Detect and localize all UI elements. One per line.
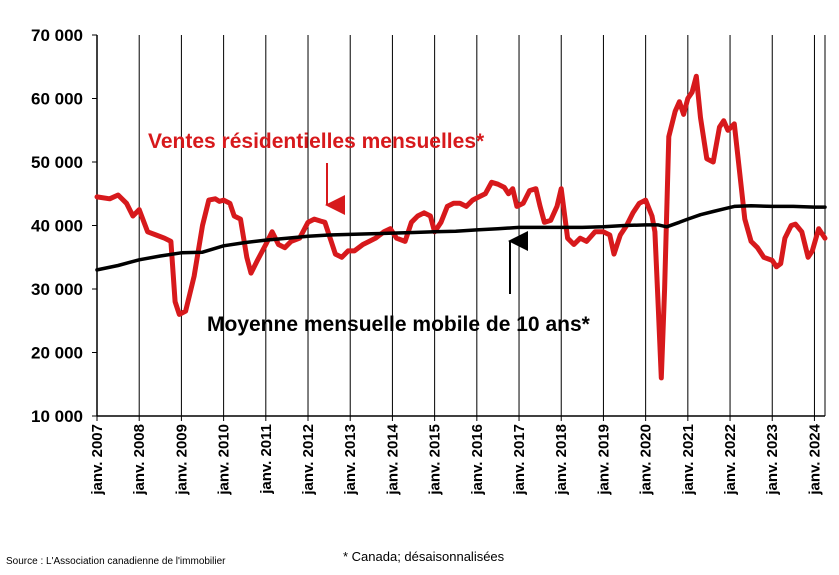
x-tick-label: janv. 2008 bbox=[131, 424, 148, 496]
x-tick-label: janv. 2019 bbox=[595, 424, 612, 496]
footnote: * Canada; désaisonnalisées bbox=[343, 549, 505, 564]
y-tick-label: 40 000 bbox=[31, 217, 83, 236]
x-tick-label: janv. 2011 bbox=[258, 424, 275, 495]
annotations: Ventes résidentielles mensuelles* Moyenn… bbox=[148, 130, 591, 336]
x-tick-label: janv. 2017 bbox=[511, 424, 528, 496]
x-tick-label: janv. 2018 bbox=[553, 424, 570, 496]
x-tick-label: janv. 2007 bbox=[89, 424, 106, 496]
series-line-moving-average bbox=[95, 204, 827, 272]
series-line-monthly-sales bbox=[94, 73, 828, 381]
x-tick-labels: janv. 2007 janv. 2008 janv. 2009 janv. 2010… bbox=[89, 423, 823, 495]
y-tick-label: 60 000 bbox=[31, 90, 83, 109]
x-tick-label: janv. 2016 bbox=[469, 424, 486, 496]
x-tick-label: janv. 2015 bbox=[427, 424, 444, 496]
gridlines bbox=[96, 35, 826, 416]
x-tick-label: janv. 2010 bbox=[216, 424, 233, 496]
annotation-monthly-sales: Ventes résidentielles mensuelles* bbox=[148, 130, 485, 153]
x-tick-label: janv. 2022 bbox=[722, 424, 739, 496]
x-tick-label: janv. 2023 bbox=[764, 424, 781, 496]
source-note: Source : L'Association canadienne de l'i… bbox=[6, 556, 226, 567]
x-tick-label: janv. 2020 bbox=[638, 424, 655, 496]
y-tick-label: 70 000 bbox=[31, 26, 83, 45]
series-group bbox=[94, 73, 828, 381]
x-tick-label: janv. 2013 bbox=[342, 424, 359, 496]
annotation-moving-average: Moyenne mensuelle mobile de 10 ans* bbox=[207, 313, 591, 336]
x-tick-label: janv. 2009 bbox=[173, 424, 190, 496]
y-tick-label: 10 000 bbox=[31, 407, 83, 426]
x-tick-label: janv. 2014 bbox=[384, 423, 401, 495]
y-tick-label: 50 000 bbox=[31, 153, 83, 172]
y-tick-label: 30 000 bbox=[31, 280, 83, 299]
y-tick-labels: 70 000 60 000 50 000 40 000 30 000 20 000 10 0… bbox=[31, 26, 83, 426]
x-tick-label: janv. 2012 bbox=[300, 424, 317, 496]
x-tick-label: janv. 2024 bbox=[806, 423, 823, 495]
axes bbox=[92, 34, 825, 421]
x-tick-label: janv. 2021 bbox=[680, 424, 697, 496]
y-tick-label: 20 000 bbox=[31, 344, 83, 363]
